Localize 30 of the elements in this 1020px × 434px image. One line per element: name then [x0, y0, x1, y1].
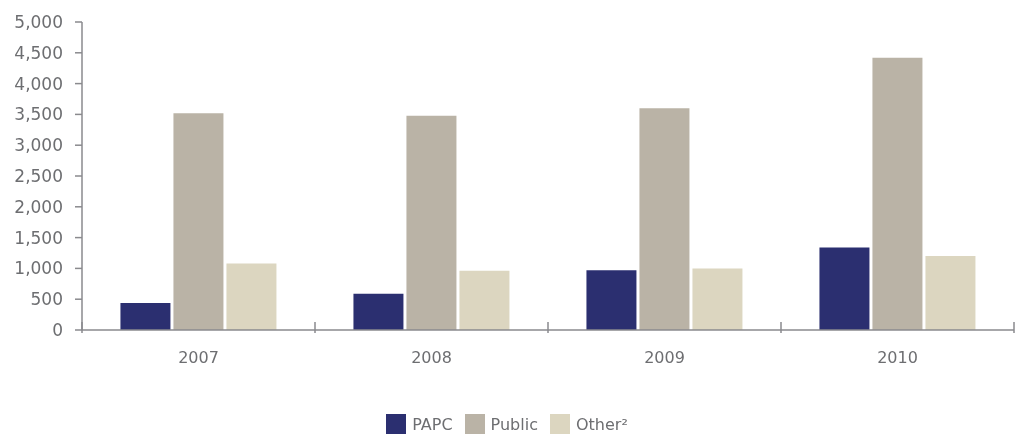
y-tick-label: 2,000 — [14, 196, 63, 217]
legend-label: Other² — [575, 414, 628, 434]
y-tick-label: 5,000 — [14, 12, 63, 33]
x-tick-label: 2009 — [644, 348, 685, 368]
x-tick-label: 2008 — [411, 348, 452, 368]
bar — [639, 108, 690, 330]
y-tick-label: 3,500 — [14, 104, 63, 125]
bar — [586, 270, 637, 330]
bar — [692, 268, 743, 330]
y-tick-label: 1,500 — [14, 227, 63, 248]
bar — [459, 270, 510, 330]
y-tick-label: 0 — [52, 320, 63, 341]
y-tick-label: 3,000 — [14, 135, 63, 156]
y-tick-label: 2,500 — [14, 166, 63, 187]
bar — [819, 247, 870, 330]
bar — [226, 263, 277, 330]
bar — [173, 113, 224, 330]
x-tick-label: 2010 — [877, 348, 918, 368]
legend-label: Public — [490, 414, 538, 434]
y-tick-label: 500 — [30, 289, 63, 310]
bar — [925, 256, 976, 330]
y-tick-label: 1,000 — [14, 258, 63, 279]
legend-label: PAPC — [412, 414, 453, 434]
bar — [353, 293, 404, 330]
bar — [872, 57, 923, 330]
y-tick-label: 4,000 — [14, 73, 63, 94]
x-tick-label: 2007 — [178, 348, 219, 368]
bar — [406, 115, 457, 330]
y-tick-label: 4,500 — [14, 42, 63, 63]
bar — [120, 302, 171, 330]
